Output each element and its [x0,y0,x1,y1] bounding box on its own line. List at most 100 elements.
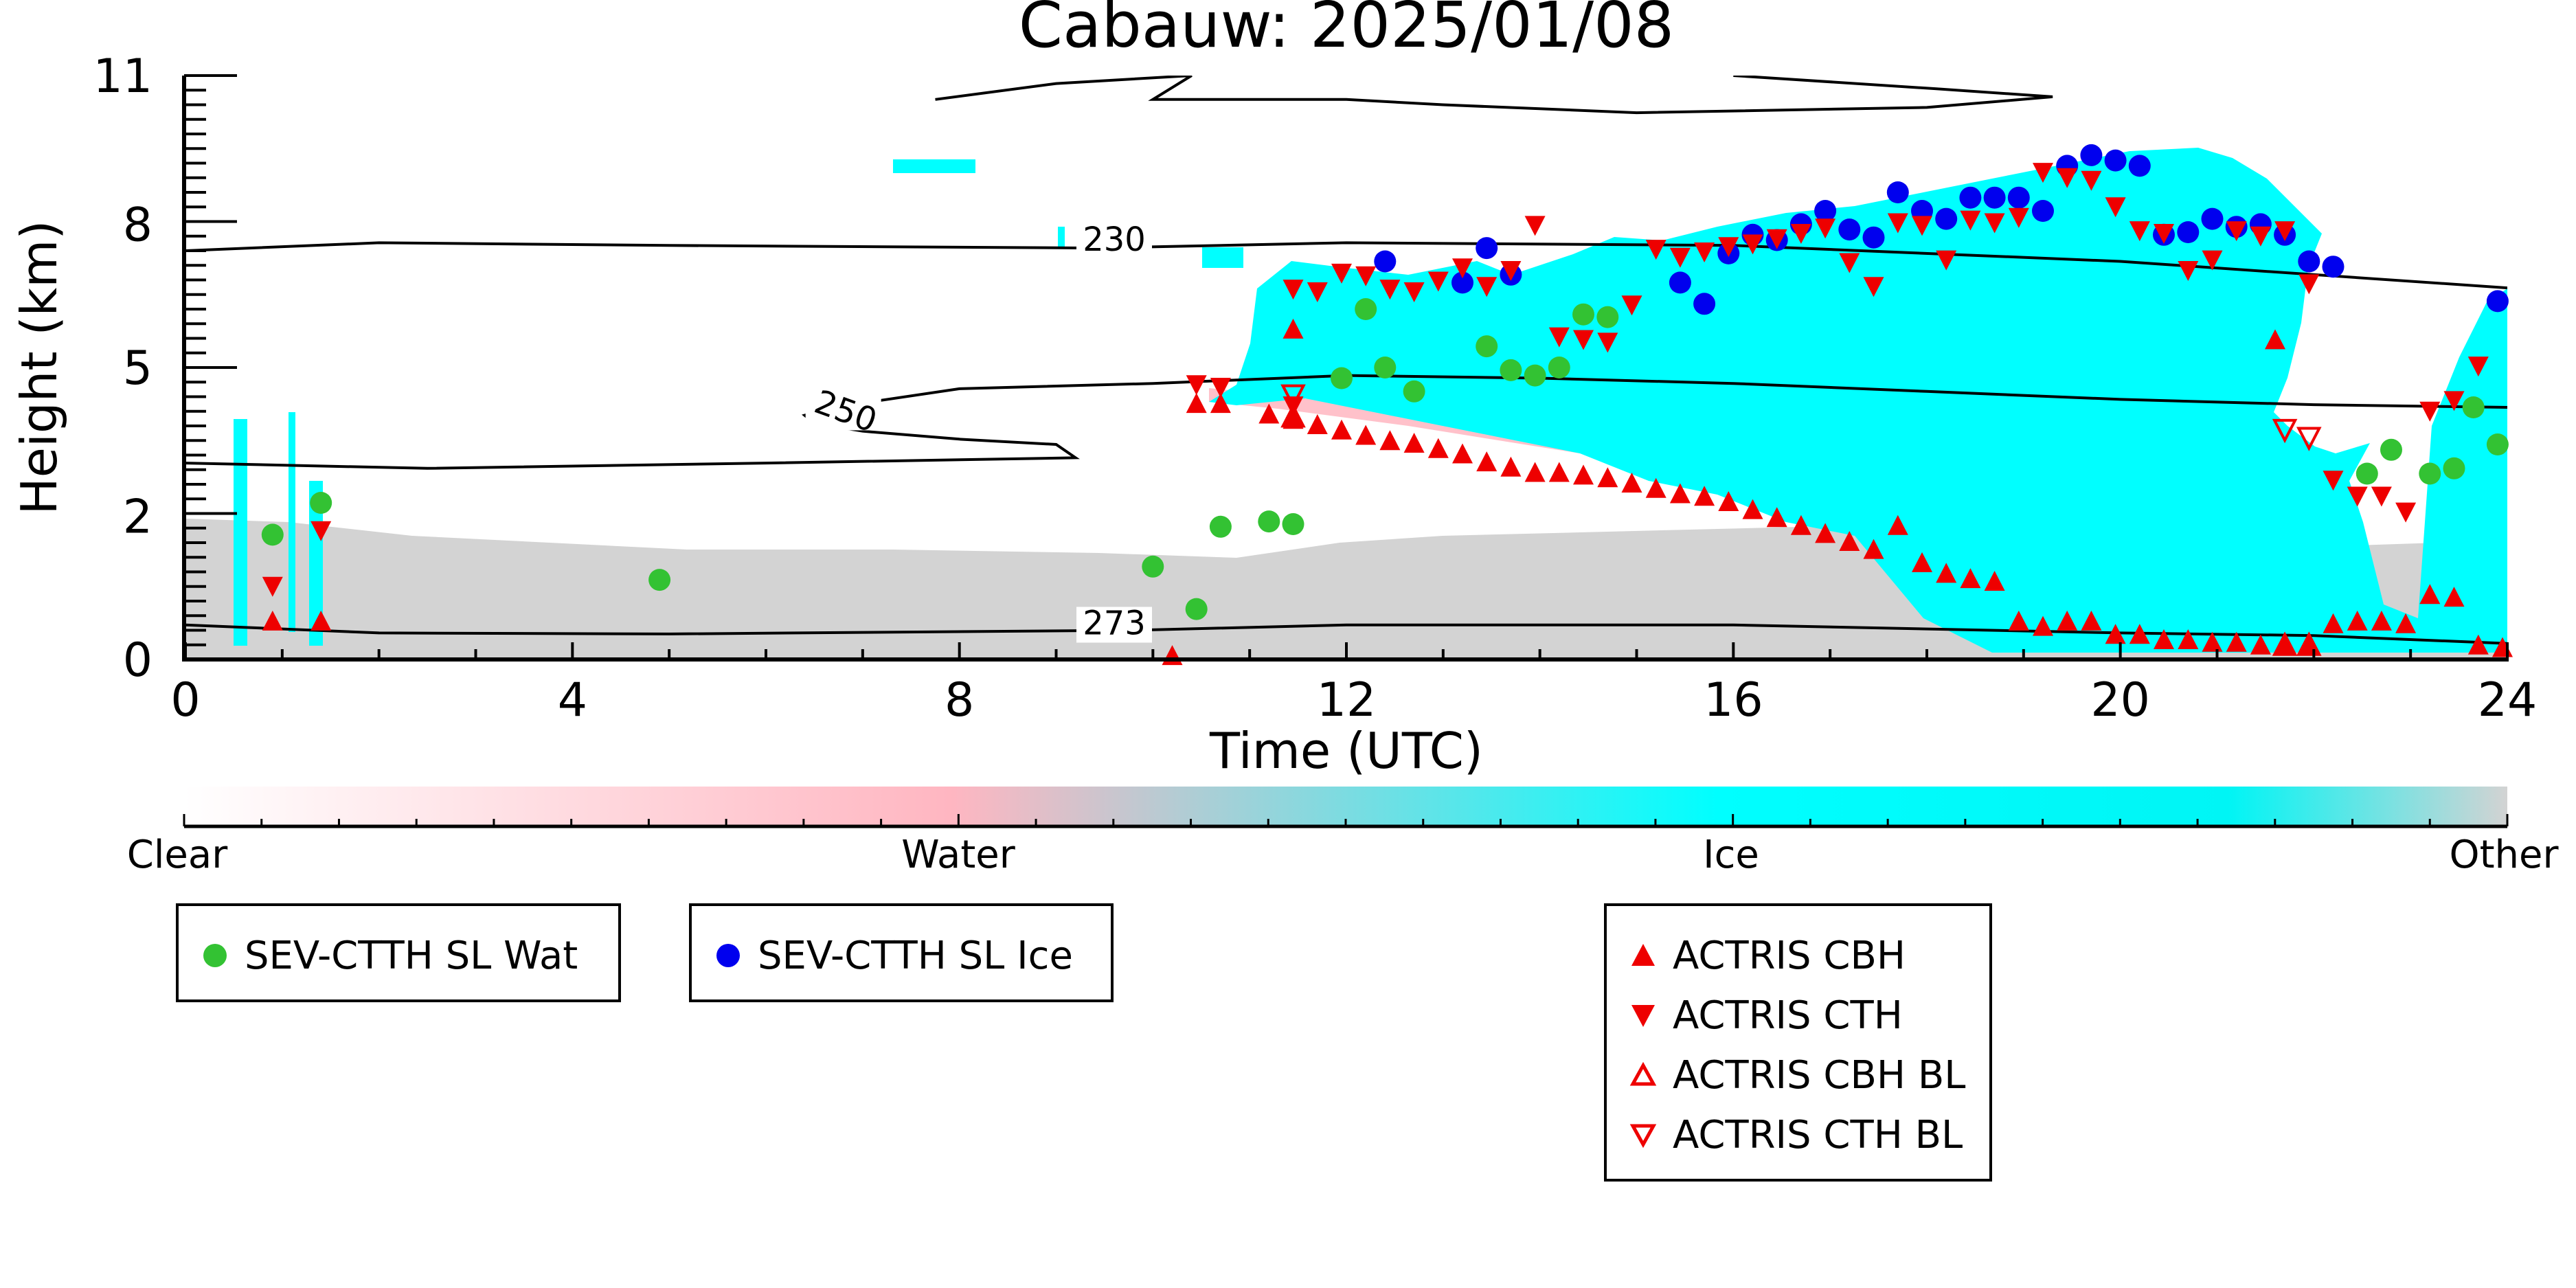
data-point [2296,427,2322,451]
data-point [1718,237,1739,258]
data-point [2154,224,2174,244]
data-point [262,576,283,597]
data-point [1863,277,1884,297]
data-point [2486,290,2509,313]
data-point [1959,186,1982,209]
data-point [1912,552,1932,572]
data-point [2226,221,2247,242]
data-point [1694,486,1715,506]
data-point [1960,568,1981,589]
data-point [1280,403,1306,428]
data-point [1572,303,1594,326]
data-point [1862,226,1885,249]
data-point [648,569,671,591]
data-point [2274,634,2296,655]
x-tick-label: 16 [1704,673,1763,727]
data-point [1476,277,1498,297]
data-point [2008,610,2029,631]
data-point [1887,515,1908,535]
data-point [2274,221,2296,242]
data-point [2298,274,2320,295]
legend-entry: SEV-CTTH SL Ice [692,934,1111,978]
data-point [2296,631,2322,656]
data-point [2265,329,2285,350]
x-tick-label: 12 [1317,673,1377,727]
contour-labels: 230 250 273 [805,221,1152,643]
data-point [1379,280,1401,300]
data-point [2298,250,2320,273]
colorbar-label-clear: Clear [127,833,228,877]
data-point [1283,280,1304,300]
data-point [1886,181,1909,203]
contour-label: 250 [809,383,881,440]
data-point [2419,401,2441,422]
colorbar-ticks [183,814,2509,826]
cloud-classification-field [185,148,2507,659]
data-point [1142,555,1164,578]
data-point [2486,433,2509,455]
data-point [1283,409,1304,429]
colorbar-label-ice: Ice [1703,833,1759,877]
legend-label: ACTRIS CTH [1673,993,1903,1038]
data-point [310,492,332,514]
data-point [1427,438,1449,458]
chart-title: Cabauw: 2025/01/08 [1019,0,1674,62]
data-point [1669,271,1691,294]
data-point [1258,403,1280,424]
data-point [1621,473,1642,493]
data-point [1936,563,1957,583]
contour-line [935,76,2053,115]
data-point [2323,471,2344,491]
data-point [1548,462,1570,482]
data-point [1403,433,1425,453]
data-point [2250,634,2271,655]
data-point [1742,499,1763,519]
data-point [2347,486,2368,507]
data-point [1403,380,1425,403]
data-point [1669,247,1691,268]
data-point [2395,613,2417,633]
data-point [1500,359,1522,381]
data-point [1815,523,1836,543]
data-point [2032,200,2054,222]
data-point [1500,261,1522,281]
data-point [2347,610,2368,631]
data-point [2371,610,2392,631]
data-point [2443,457,2465,479]
legend-sl-ice: SEV-CTTH SL Ice [689,903,1114,1002]
data-point [1984,571,2005,591]
data-point [1355,425,1377,445]
legend-label: ACTRIS CTH BL [1673,1112,1963,1157]
open-triangle-up-marker [1629,1061,1657,1086]
contour-label-background [1076,223,1152,259]
legend-sl-water: SEV-CTTH SL Wat [176,903,621,1002]
data-point [1500,456,1522,477]
legend-entry: ACTRIS CBH [1607,934,1989,978]
open-triangle-down-marker [1629,1124,1657,1149]
data-point [1815,218,1836,239]
contour-label-background [1076,607,1152,643]
data-point [1863,539,1884,559]
data-point [2226,631,2247,652]
data-point [1984,213,2005,234]
data-point [1524,364,1546,387]
data-point [2081,170,2102,191]
data-point [2323,613,2344,633]
data-point [2178,261,2199,281]
ice-patch [289,412,295,632]
data-point [1766,229,1787,249]
data-point [1452,258,1473,279]
data-point [2177,221,2200,243]
data-point [1597,467,1618,488]
data-point [1814,200,1837,222]
data-point [1331,419,1352,440]
data-point [1476,237,1498,260]
data-point [2272,631,2298,656]
data-point [1186,393,1207,414]
colorbar-label-water: Water [901,833,1016,877]
data-point [1548,357,1570,379]
data-point [2033,615,2053,636]
data-point [1209,515,1232,538]
x-tick-label: 8 [945,673,974,727]
data-point [1282,513,1304,535]
